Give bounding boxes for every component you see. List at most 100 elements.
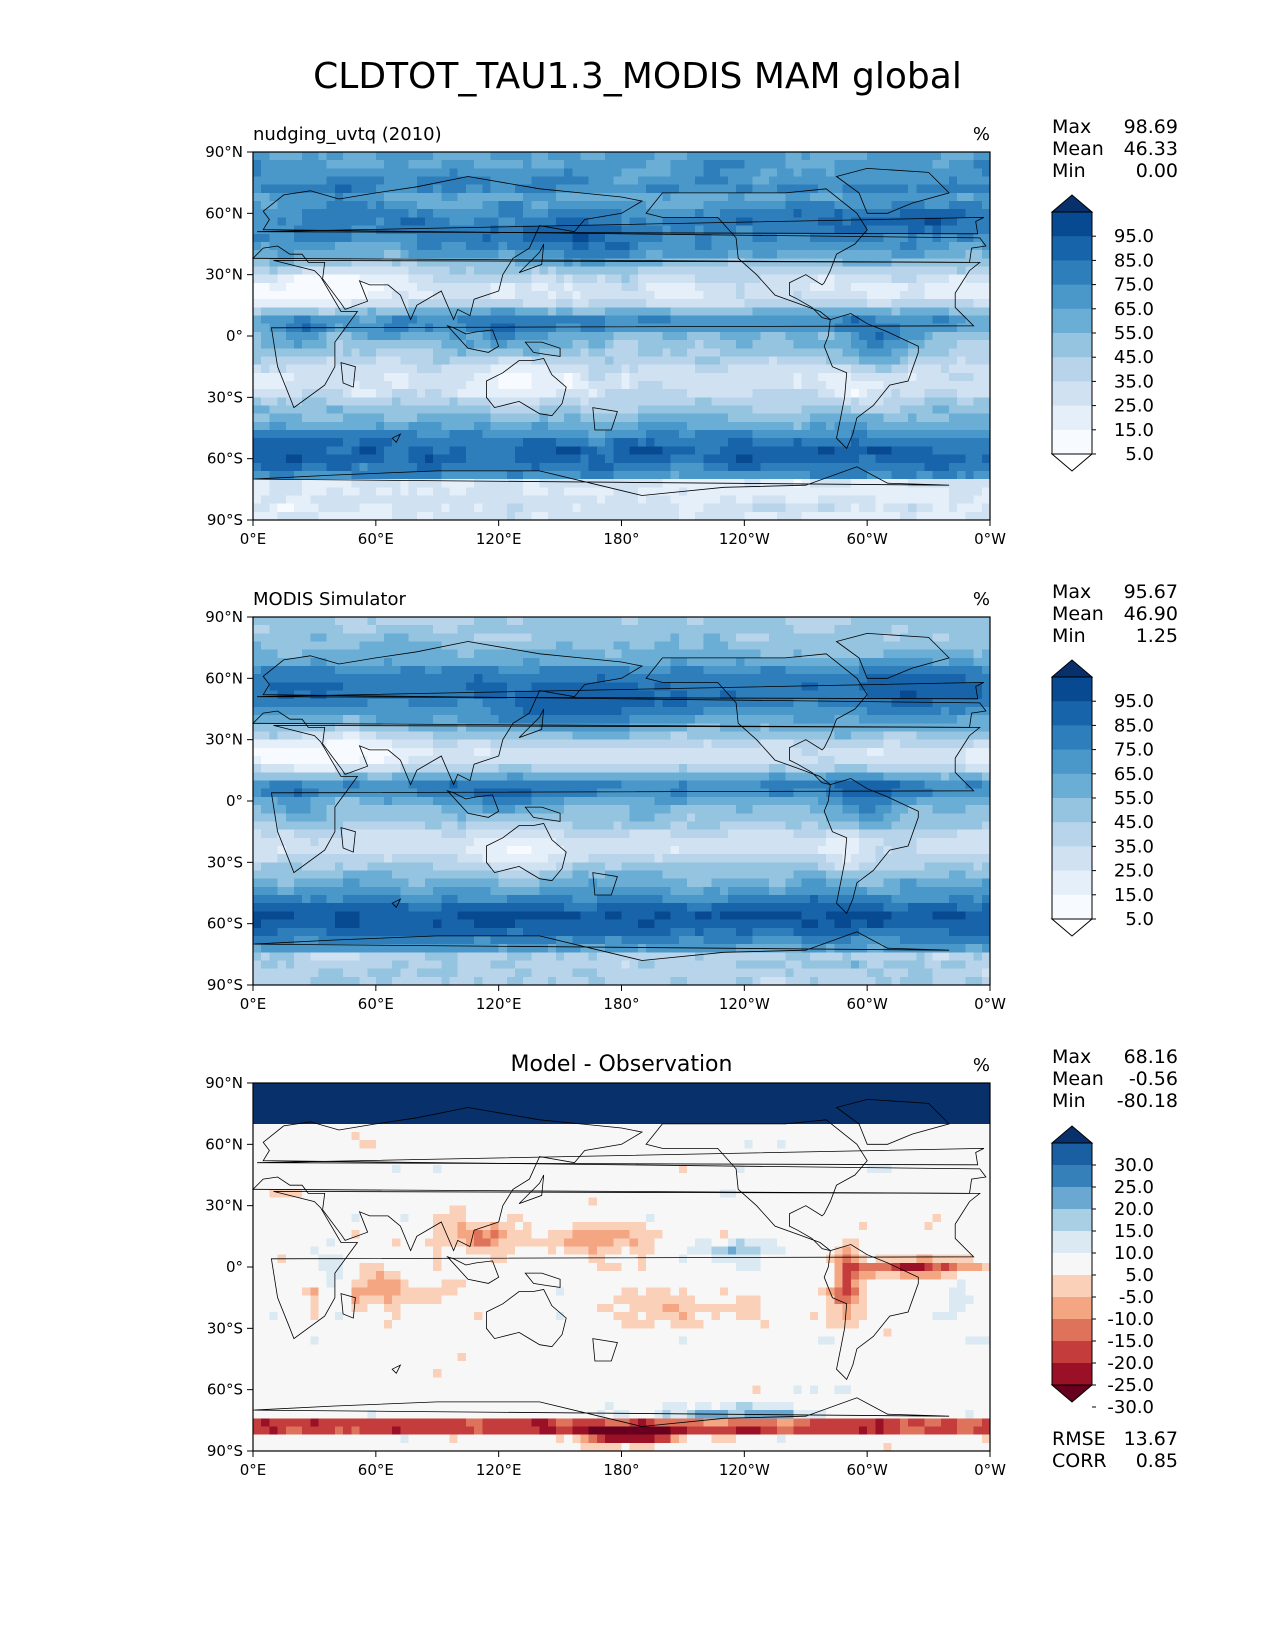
map-cell (441, 421, 451, 431)
map-cell (384, 870, 393, 880)
map-cell (375, 331, 385, 341)
map-cell (359, 870, 369, 880)
map-cell (506, 233, 516, 243)
map-cell (842, 307, 852, 317)
map-cell (580, 160, 590, 169)
map-cell (695, 184, 704, 194)
map-cell (916, 233, 926, 243)
map-cell (269, 821, 279, 831)
map-cell (670, 430, 680, 439)
map-cell (646, 356, 655, 366)
map-cell (637, 331, 647, 341)
map-cell (596, 340, 606, 349)
map-cell (343, 168, 352, 178)
map-cell (261, 340, 270, 349)
map-cell (940, 225, 950, 235)
map-cell (490, 274, 500, 284)
map-cell (727, 307, 737, 317)
map-cell (695, 282, 704, 292)
map-cell (629, 274, 639, 284)
map-cell (482, 282, 492, 292)
map-cell (547, 184, 557, 194)
map-cell (719, 446, 729, 456)
map-cell (400, 976, 410, 986)
map-cell (277, 780, 287, 790)
map-cell (285, 274, 295, 284)
map-cell (416, 209, 426, 219)
map-cell (253, 323, 262, 333)
map-cell (965, 282, 975, 292)
map-cell (818, 479, 827, 488)
map-cell (293, 837, 303, 847)
map-cell (809, 495, 819, 505)
map-cell (654, 168, 664, 178)
map-cell (891, 233, 901, 243)
map-cell (850, 454, 860, 464)
map-cell (662, 380, 672, 390)
map-cell (654, 364, 664, 374)
map-cell (678, 241, 688, 251)
map-cell (908, 201, 917, 210)
map-cell (498, 331, 508, 341)
map-cell (867, 299, 876, 308)
map-cell (531, 315, 541, 325)
map-cell (400, 837, 410, 847)
map-cell (384, 413, 393, 423)
map-cell (588, 209, 598, 219)
map-cell (367, 430, 377, 439)
map-cell (465, 176, 475, 186)
map-cell (629, 315, 639, 325)
map-cell (465, 487, 475, 497)
map-cell (768, 454, 778, 464)
map-cell (531, 192, 541, 202)
map-cell (482, 241, 492, 251)
map-cell (302, 796, 311, 806)
map-cell (621, 446, 631, 456)
map-cell (695, 274, 704, 284)
map-cell (277, 176, 287, 186)
map-cell (343, 470, 352, 480)
map-cell (318, 829, 328, 839)
map-cell (605, 291, 614, 300)
map-cell (719, 405, 729, 415)
map-cell (637, 168, 647, 178)
map-cell (858, 160, 868, 169)
map-cell (621, 291, 631, 300)
map-cell (343, 291, 352, 300)
map-cell (408, 487, 418, 497)
map-cell (310, 323, 320, 333)
map-cell (465, 454, 475, 464)
map-cell (940, 217, 950, 227)
map-cell (359, 372, 369, 382)
map-cell (269, 968, 279, 978)
map-cell (384, 886, 393, 896)
map-cell (277, 201, 287, 210)
map-cell (932, 274, 942, 284)
map-cell (588, 438, 598, 447)
map-cell (646, 209, 655, 219)
map-cell (858, 152, 868, 161)
map-cell (703, 454, 713, 464)
map-cell (326, 968, 336, 978)
map-cell (727, 176, 737, 186)
map-cell (801, 503, 811, 513)
map-cell (359, 323, 369, 333)
map-cell (367, 976, 377, 986)
map-cell (293, 438, 303, 447)
map-cell (302, 209, 311, 219)
colorbar-segment (1052, 212, 1092, 237)
map-cell (785, 250, 795, 259)
map-cell (555, 430, 565, 439)
map-cell (334, 960, 344, 970)
map-cell (285, 837, 295, 847)
map-cell (539, 397, 549, 407)
map-cell (908, 462, 917, 472)
map-cell (654, 430, 664, 439)
map-cell (916, 487, 926, 497)
map-cell (654, 511, 664, 521)
map-cell (842, 397, 852, 407)
map-cell (367, 690, 377, 700)
map-cell (416, 495, 426, 505)
map-cell (932, 487, 942, 497)
map-cell (867, 446, 876, 456)
